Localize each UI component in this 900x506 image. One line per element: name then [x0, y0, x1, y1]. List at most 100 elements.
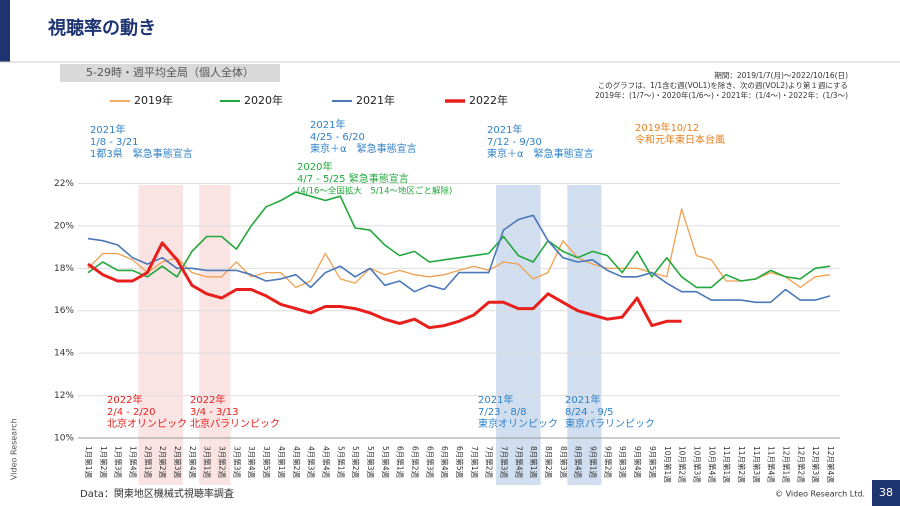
- annotation: 7/23 - 8/8: [478, 407, 527, 418]
- x-tick-label: 5月第4週: [381, 446, 391, 479]
- x-tick-label: 1月第3週: [114, 446, 124, 479]
- x-tick-label: 6月第2週: [410, 446, 420, 479]
- legend-label: 2022年: [469, 93, 508, 107]
- y-tick-label: 22%: [54, 179, 74, 189]
- period-band: [199, 185, 231, 485]
- copyright: © Video Research Ltd.: [775, 490, 865, 499]
- logo: Video Research: [10, 418, 19, 480]
- note: このグラフは、1/1含む週(VOL1)を除き、次の週(VOL2)より第１週にする: [598, 80, 848, 90]
- page-number: 38: [879, 486, 893, 499]
- x-tick-label: 8月第4週: [574, 446, 584, 479]
- annotation: 2020年: [297, 160, 332, 173]
- x-tick-label: 3月第2週: [218, 446, 228, 479]
- annotation: 2022年: [190, 393, 225, 406]
- x-tick-label: 3月第5週: [262, 446, 272, 479]
- annotation: 2022年: [107, 393, 142, 406]
- annotation: 2021年: [478, 393, 513, 406]
- x-tick-label: 3月第3週: [232, 446, 242, 479]
- x-tick-label: 1月第2週: [99, 446, 109, 479]
- annotation: 7/12 - 9/30: [487, 137, 542, 148]
- annotation: (4/16～全国拡大 5/14～地区ごと解除): [297, 186, 452, 197]
- x-tick-label: 12月第3週: [811, 446, 821, 483]
- x-tick-label: 7月第4週: [514, 446, 524, 479]
- annotation: 8/24 - 9/5: [565, 407, 614, 418]
- x-tick-label: 1月第1週: [84, 446, 94, 479]
- x-tick-label: 4月第2週: [292, 446, 302, 479]
- x-tick-label: 9月第3週: [618, 446, 628, 479]
- annotation: 2/4 - 2/20: [107, 407, 156, 418]
- period-band: [496, 185, 541, 485]
- x-tick-label: 8月第2週: [544, 446, 554, 479]
- note: 期間：2019/1/7(月)～2022/10/16(日): [714, 71, 848, 80]
- x-tick-label: 12月第1週: [781, 446, 791, 483]
- annotation: 4/7 - 5/25 緊急事態宣言: [297, 172, 409, 185]
- x-tick-label: 7月第3週: [500, 446, 510, 479]
- x-tick-label: 3月第1週: [203, 446, 213, 479]
- annotation: 東京＋α 緊急事態宣言: [487, 147, 594, 160]
- x-tick-label: 2月第2週: [158, 446, 168, 479]
- y-tick-label: 18%: [54, 264, 74, 274]
- annotation: 北京オリンピック: [107, 417, 187, 430]
- x-tick-label: 2月第3週: [173, 446, 183, 479]
- x-tick-label: 11月第1週: [722, 446, 732, 483]
- x-tick-label: 9月第2週: [603, 446, 613, 479]
- y-tick-label: 16%: [54, 306, 74, 316]
- x-tick-label: 11月第3週: [752, 446, 762, 483]
- x-tick-label: 9月第5週: [648, 446, 658, 479]
- annotation: 4/25 - 6/20: [310, 132, 365, 143]
- y-tick-label: 14%: [54, 349, 74, 359]
- x-tick-label: 9月第1週: [589, 446, 599, 479]
- legend-label: 2021年: [356, 93, 395, 107]
- series-line: [87, 241, 682, 330]
- x-tick-label: 2月第4週: [188, 446, 198, 479]
- series-line: [87, 191, 831, 289]
- x-tick-label: 4月第4週: [321, 446, 331, 479]
- x-tick-label: 10月第2週: [678, 446, 688, 483]
- x-tick-label: 7月第2週: [485, 446, 495, 479]
- x-tick-label: 6月第5週: [455, 446, 465, 479]
- subtitle-box: [60, 64, 280, 82]
- x-tick-label: 10月第4週: [707, 446, 717, 483]
- x-tick-label: 10月第3週: [692, 446, 702, 483]
- note: 2019年：(1/7～)・2020年(1/6～)・2021年：(1/4～)・20…: [595, 90, 848, 100]
- annotation: 2021年: [310, 118, 345, 131]
- x-tick-label: 5月第2週: [351, 446, 361, 479]
- x-tick-label: 2月第1週: [143, 446, 153, 479]
- x-tick-label: 12月第2週: [796, 446, 806, 483]
- x-tick-label: 11月第4週: [767, 446, 777, 483]
- legend-label: 2019年: [134, 93, 173, 107]
- x-tick-label: 4月第1週: [277, 446, 287, 479]
- annotation: 2021年: [90, 123, 125, 136]
- accent-bar: [0, 0, 10, 62]
- y-tick-label: 10%: [54, 434, 74, 444]
- x-tick-label: 12月第4週: [826, 446, 836, 483]
- x-tick-label: 4月第3週: [307, 446, 317, 479]
- x-tick-label: 5月第1週: [336, 446, 346, 479]
- y-tick-label: 20%: [54, 221, 74, 231]
- x-tick-label: 8月第1週: [529, 446, 539, 479]
- x-tick-label: 6月第4週: [440, 446, 450, 479]
- y-tick-label: 12%: [54, 391, 74, 401]
- x-tick-label: 7月第1週: [470, 446, 480, 479]
- annotation: 東京＋α 緊急事態宣言: [310, 142, 417, 155]
- x-tick-label: 8月第3週: [559, 446, 569, 479]
- annotation: 2021年: [565, 393, 600, 406]
- annotation: 2021年: [487, 123, 522, 136]
- x-tick-label: 6月第1週: [396, 446, 406, 479]
- x-tick-label: 3月第4週: [247, 446, 257, 479]
- annotation: 2019年10/12: [635, 121, 699, 134]
- x-tick-label: 6月第3週: [425, 446, 435, 479]
- subtitle: 5-29時・週平均全局（個人全体）: [86, 65, 254, 79]
- period-band: [567, 185, 602, 485]
- annotation: 1/8 - 3/21: [90, 137, 139, 148]
- x-tick-label: 5月第3週: [366, 446, 376, 479]
- series-line: [87, 214, 831, 304]
- x-tick-label: 9月第4週: [633, 446, 643, 479]
- annotation: 1都3県 緊急事態宣言: [90, 147, 193, 160]
- x-tick-label: 1月第4週: [129, 446, 139, 479]
- source: Data：関東地区機械式視聴率調査: [80, 487, 234, 500]
- legend-label: 2020年: [244, 93, 283, 107]
- slide-title: 視聴率の動き: [47, 17, 156, 39]
- annotation: 北京パラリンピック: [190, 417, 280, 430]
